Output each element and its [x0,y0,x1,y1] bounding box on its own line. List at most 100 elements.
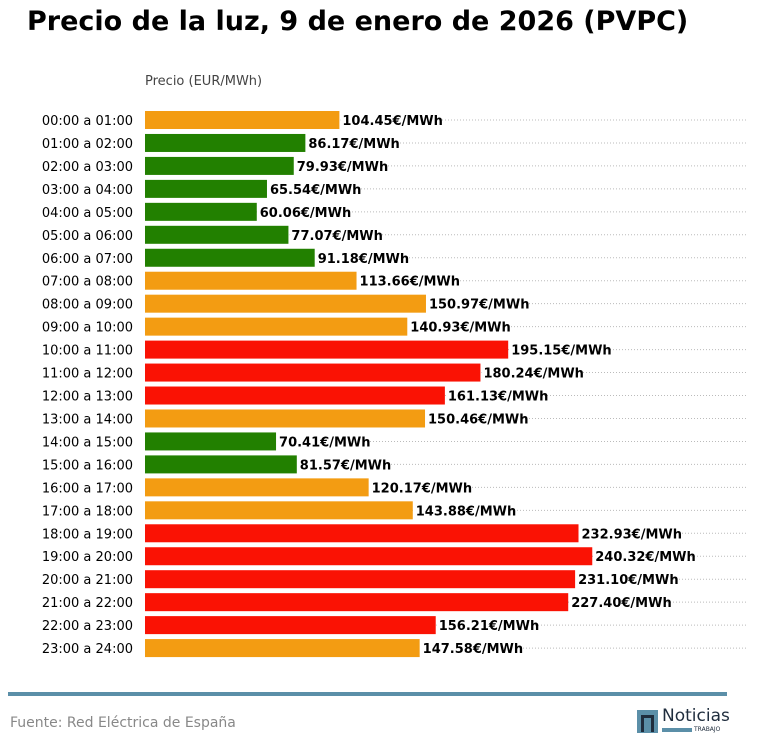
category-label: 14:00 a 15:00 [42,435,133,450]
data-label: 231.10€/MWh [578,573,679,588]
label-background [579,525,675,542]
category-label: 22:00 a 23:00 [42,619,133,634]
label-background [481,364,577,381]
data-label: 195.15€/MWh [511,344,611,359]
category-label: 03:00 a 04:00 [42,183,133,198]
noticias-trabajo-logo: Noticias TRABAJO [637,706,730,735]
data-label: 227.40€/MWh [571,596,672,611]
category-label: 21:00 a 22:00 [42,596,133,611]
label-background [420,640,516,657]
logo-subtext: TRABAJO [694,726,721,733]
label-background [426,295,522,312]
chart-title: Precio de la luz, 9 de enero de 2026 (PV… [27,6,689,37]
bar [145,386,445,405]
label-background [340,112,435,128]
data-label: 150.97€/MWh [429,298,529,313]
bar [145,593,569,612]
bar [145,294,426,313]
category-label: 05:00 a 06:00 [42,229,133,244]
label-background [294,157,381,174]
label-background [357,272,453,289]
data-label: 91.18€/MWh [318,252,409,267]
category-label: 10:00 a 11:00 [42,344,133,359]
label-background [445,387,541,404]
bar [145,133,306,152]
label-background [576,571,671,588]
data-label: 113.66€/MWh [360,275,461,290]
label-background [289,226,376,243]
data-label: 156.21€/MWh [439,619,539,634]
data-label: 81.57€/MWh [300,458,391,473]
logo-text: Noticias [662,706,730,726]
category-label: 23:00 a 24:00 [42,642,133,657]
category-label: 12:00 a 13:00 [42,390,133,405]
logo-bar [662,728,692,732]
category-label: 20:00 a 21:00 [42,573,133,588]
label-background [306,134,393,151]
category-label: 04:00 a 05:00 [42,206,133,221]
data-label: 77.07€/MWh [291,229,382,244]
category-label: 17:00 a 18:00 [42,504,133,519]
category-label: 11:00 a 12:00 [42,367,133,382]
data-label: 140.93€/MWh [410,321,511,336]
label-background [369,479,465,496]
category-label: 06:00 a 07:00 [42,252,133,267]
bar [145,478,369,497]
label-background [277,433,364,450]
bar [145,455,297,474]
logo-mark-icon [637,710,658,733]
category-label: 09:00 a 10:00 [42,321,133,336]
label-background [593,548,688,565]
label-background [315,249,402,266]
data-label: 86.17€/MWh [308,137,399,152]
data-label: 161.13€/MWh [448,390,549,405]
data-label: 180.24€/MWh [483,367,584,382]
bar [145,409,426,428]
category-label: 08:00 a 09:00 [42,298,133,313]
bar [145,317,408,336]
data-label: 240.32€/MWh [595,550,696,565]
bar [145,225,289,244]
bar [145,363,481,382]
category-label: 16:00 a 17:00 [42,481,133,496]
bar [145,271,357,290]
category-label: 02:00 a 03:00 [42,160,133,175]
category-label: 00:00 a 01:00 [42,114,133,129]
data-label: 104.45€/MWh [342,114,443,129]
label-background [413,502,509,519]
bar [145,547,593,566]
label-background [257,203,344,220]
source-text: Fuente: Red Eléctrica de España [10,715,236,731]
category-label: 18:00 a 19:00 [42,527,133,542]
bar [145,202,257,221]
category-label: 13:00 a 14:00 [42,412,133,427]
bar [145,524,579,543]
data-label: 60.06€/MWh [260,206,351,221]
bar [145,248,315,267]
bar [145,501,413,520]
data-label: 120.17€/MWh [372,481,473,496]
label-background [436,617,532,634]
bar [145,179,267,198]
data-label: 65.54€/MWh [270,183,361,198]
bar [145,570,576,589]
label-background [297,456,384,473]
bar [145,111,340,129]
label-background [426,410,521,427]
bar [145,639,420,658]
bar [145,156,294,175]
bar [145,616,436,635]
data-label: 232.93€/MWh [582,527,683,542]
bar [145,432,277,451]
data-label: 79.93€/MWh [297,160,388,175]
bar [145,340,509,359]
label-background [509,341,604,358]
category-label: 07:00 a 08:00 [42,275,133,290]
label-background [408,318,503,335]
label-background [267,180,354,197]
footer-divider [8,692,727,696]
axis-label: Precio (EUR/MWh) [145,74,263,89]
category-label: 15:00 a 16:00 [42,458,133,473]
label-background [569,594,664,611]
data-label: 150.46€/MWh [428,412,529,427]
